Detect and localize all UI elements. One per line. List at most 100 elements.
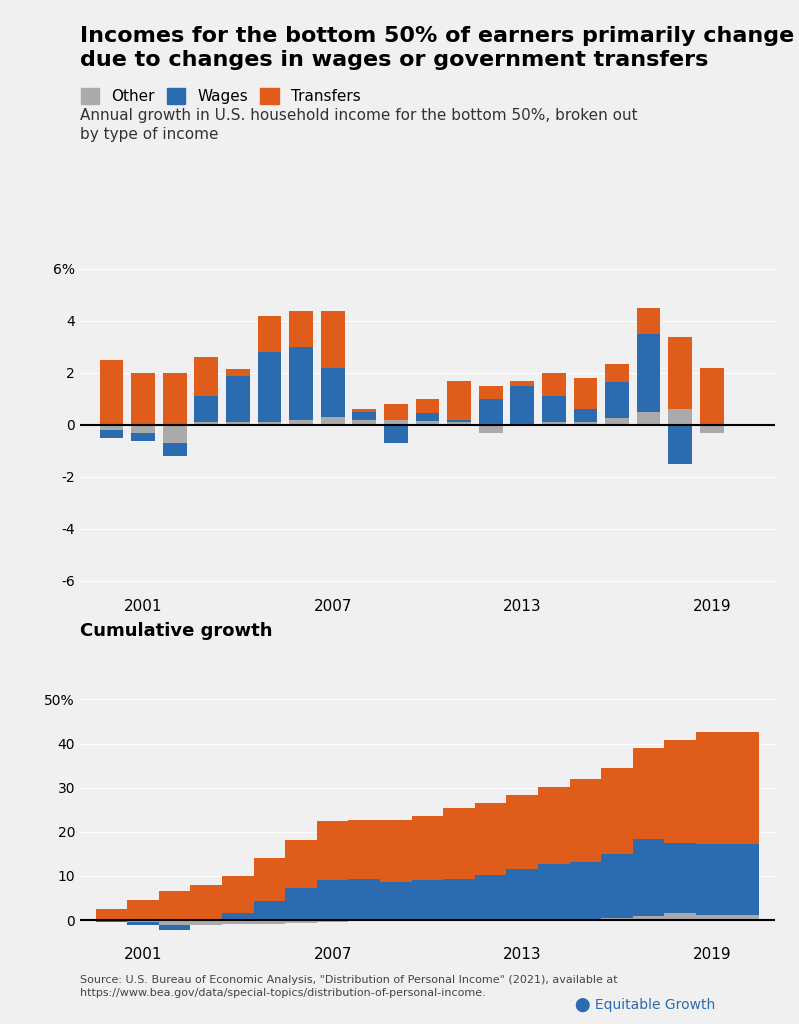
Bar [574, 410, 598, 422]
Bar [507, 796, 538, 868]
Bar [285, 888, 317, 920]
Bar [633, 749, 665, 839]
Bar [696, 732, 728, 844]
Bar [669, 337, 692, 410]
Bar [254, 858, 285, 901]
Bar [574, 378, 598, 410]
Bar [254, 920, 285, 924]
Bar [637, 308, 661, 334]
Bar [285, 840, 317, 888]
Bar [443, 808, 475, 879]
Bar [384, 404, 407, 420]
Bar [226, 376, 250, 422]
Bar [415, 421, 439, 425]
Bar [257, 352, 281, 422]
Bar [194, 422, 218, 425]
Bar [411, 816, 443, 880]
Bar [728, 732, 759, 844]
Bar [447, 381, 471, 420]
Bar [447, 422, 471, 425]
Bar [538, 864, 570, 920]
Bar [163, 425, 186, 443]
Bar [665, 843, 696, 913]
Bar [194, 357, 218, 396]
Bar [669, 425, 692, 464]
Bar [696, 844, 728, 914]
Bar [321, 310, 344, 368]
Bar [348, 879, 380, 920]
Bar [605, 364, 629, 382]
Bar [159, 926, 190, 930]
Bar [605, 382, 629, 419]
Bar [131, 433, 155, 440]
Bar [605, 419, 629, 425]
Bar [321, 417, 344, 425]
Bar [289, 420, 313, 425]
Bar [100, 360, 123, 425]
Bar [384, 425, 407, 443]
Bar [317, 920, 348, 922]
Bar [352, 412, 376, 420]
Bar [96, 909, 127, 920]
Bar [665, 740, 696, 843]
Bar [475, 803, 507, 876]
Bar [254, 901, 285, 920]
Bar [380, 882, 411, 920]
Bar [131, 425, 155, 433]
Bar [190, 920, 222, 925]
Bar [633, 839, 665, 916]
Bar [700, 368, 724, 425]
Bar [570, 861, 602, 920]
Bar [602, 854, 633, 919]
Text: Cumulative growth: Cumulative growth [80, 622, 272, 640]
Bar [96, 921, 127, 923]
Bar [570, 778, 602, 861]
Bar [380, 820, 411, 882]
Bar [542, 422, 566, 425]
Bar [479, 386, 503, 399]
Bar [669, 410, 692, 425]
Bar [665, 913, 696, 920]
Bar [542, 396, 566, 422]
Bar [163, 443, 186, 456]
Bar [100, 425, 123, 430]
Bar [352, 410, 376, 412]
Bar [222, 920, 254, 925]
Bar [194, 396, 218, 422]
Bar [285, 920, 317, 923]
Bar [479, 425, 503, 433]
Bar [257, 422, 281, 425]
Bar [384, 420, 407, 425]
Bar [127, 923, 159, 925]
Bar [728, 914, 759, 920]
Bar [415, 414, 439, 421]
Text: ⬤ Equitable Growth: ⬤ Equitable Growth [575, 997, 716, 1012]
Bar [511, 381, 534, 386]
Bar [511, 386, 534, 425]
Bar [289, 310, 313, 347]
Bar [475, 876, 507, 920]
Bar [289, 347, 313, 420]
Bar [222, 912, 254, 920]
Bar [507, 868, 538, 920]
Bar [415, 399, 439, 414]
Bar [728, 844, 759, 914]
Bar [348, 819, 380, 879]
Bar [538, 786, 570, 864]
Bar [317, 821, 348, 880]
Legend: Other, Wages, Transfers: Other, Wages, Transfers [81, 88, 360, 103]
Bar [637, 334, 661, 412]
Bar [633, 916, 665, 920]
Bar [226, 369, 250, 376]
Bar [317, 880, 348, 920]
Bar [257, 315, 281, 352]
Bar [447, 420, 471, 422]
Bar [100, 430, 123, 438]
Bar [131, 373, 155, 425]
Bar [127, 920, 159, 923]
Bar [700, 425, 724, 433]
Bar [127, 900, 159, 920]
Bar [574, 422, 598, 425]
Text: Annual growth in U.S. household income for the bottom 50%, broken out
by type of: Annual growth in U.S. household income f… [80, 108, 638, 142]
Bar [159, 891, 190, 920]
